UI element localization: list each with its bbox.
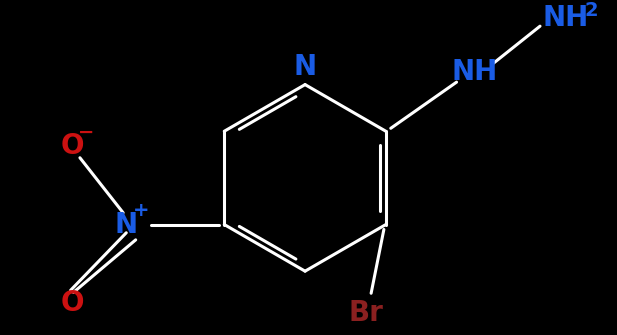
Text: O: O	[60, 289, 84, 317]
Text: NH: NH	[543, 4, 589, 32]
Text: O: O	[60, 132, 84, 160]
Text: −: −	[78, 123, 94, 142]
Text: +: +	[133, 201, 149, 220]
Text: N: N	[115, 210, 138, 239]
Text: 2: 2	[584, 1, 598, 20]
Text: Br: Br	[349, 299, 384, 327]
Text: NH: NH	[451, 58, 497, 86]
Text: N: N	[294, 53, 317, 81]
